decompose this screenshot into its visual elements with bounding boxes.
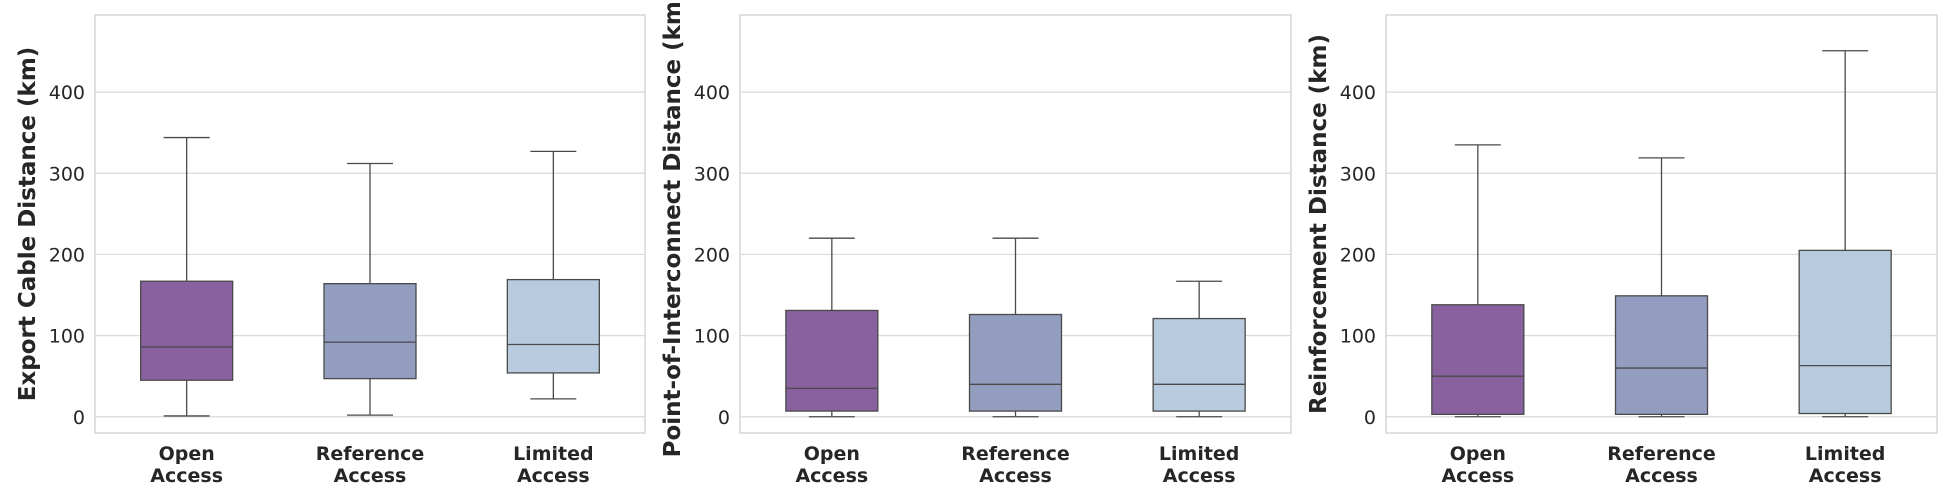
- y-tick-label: 200: [694, 244, 730, 266]
- x-tick-label: Limited Access: [1805, 443, 1886, 487]
- y-tick-label: 200: [49, 244, 85, 266]
- y-tick-label: 400: [49, 82, 85, 104]
- iqr-box: [1152, 317, 1246, 412]
- box-1: [785, 237, 879, 418]
- y-tick-label: 100: [1340, 326, 1376, 348]
- x-tick-label: Open Access: [795, 443, 868, 487]
- box-1: [140, 136, 234, 417]
- y-tick-label: 300: [1340, 163, 1376, 185]
- y-axis-label: Reinforcement Distance (km): [1306, 34, 1332, 414]
- x-tick-label: Reference Access: [316, 443, 425, 487]
- x-tick-label: Limited Access: [1159, 443, 1240, 487]
- box-1: [1431, 144, 1525, 418]
- x-tick-label: Open Access: [150, 443, 223, 487]
- chart-panel-3: 0 100 200 300 400 Reinforcement Distance (km)…: [1306, 14, 1938, 487]
- x-tick-label: Reference Access: [1607, 443, 1716, 487]
- y-tick-label: 200: [1340, 244, 1376, 266]
- iqr-box: [140, 280, 234, 381]
- box-3: [1798, 50, 1892, 418]
- x-tick-label: Limited Access: [513, 443, 594, 487]
- y-tick-label: 100: [49, 326, 85, 348]
- y-tick-label: 0: [718, 407, 730, 429]
- x-tick-label: Open Access: [1441, 443, 1514, 487]
- iqr-box: [785, 309, 879, 412]
- iqr-box: [323, 283, 417, 380]
- box-3: [506, 150, 600, 400]
- y-tick-label: 100: [694, 326, 730, 348]
- y-tick-label: 0: [1364, 407, 1376, 429]
- x-tick-label: Reference Access: [961, 443, 1070, 487]
- chart-panel-2: 0 100 200 300 400 Point-of-Interconnect Dista…: [660, 0, 1292, 487]
- y-axis-label: Export Cable Distance (km): [15, 47, 41, 402]
- box-2: [968, 237, 1063, 418]
- y-tick-label: 400: [694, 82, 730, 104]
- iqr-box: [968, 313, 1063, 412]
- box-2: [1614, 157, 1709, 418]
- y-tick-label: 300: [694, 163, 730, 185]
- box-2: [323, 162, 417, 416]
- y-tick-label: 0: [73, 407, 85, 429]
- y-axis-label: Point-of-Interconnect Distance (km): [660, 0, 686, 457]
- y-tick-label: 400: [1340, 82, 1376, 104]
- iqr-box: [506, 278, 600, 374]
- y-tick-label: 300: [49, 163, 85, 185]
- chart-panel-1: 0 100 200 300 400 Export Cable Distance (km) O…: [15, 14, 646, 487]
- box-3: [1152, 280, 1246, 418]
- iqr-box: [1614, 295, 1709, 415]
- iqr-box: [1431, 304, 1525, 415]
- iqr-box: [1798, 249, 1892, 415]
